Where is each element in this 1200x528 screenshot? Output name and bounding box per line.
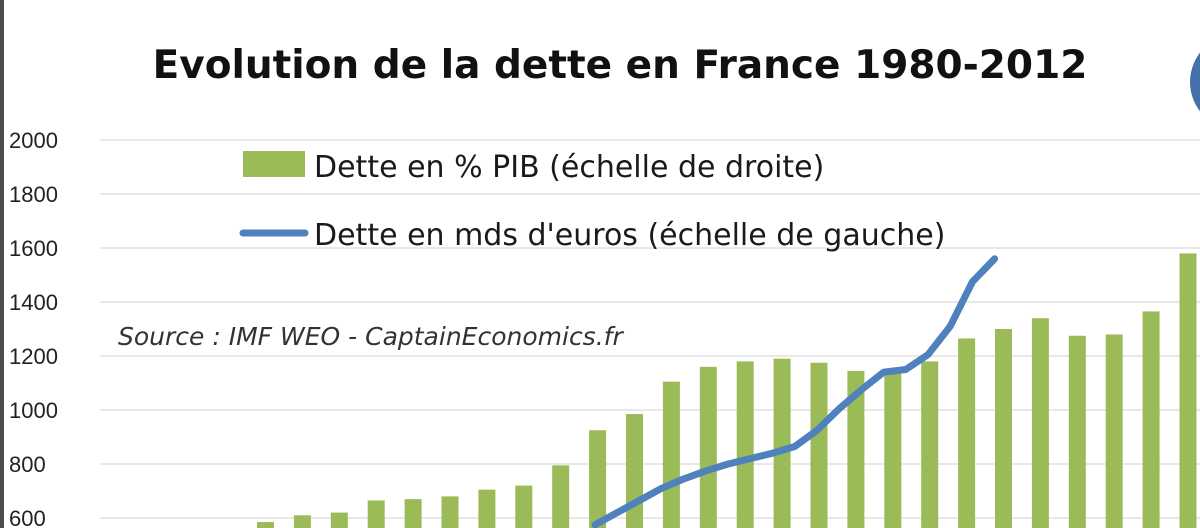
bar <box>367 500 385 528</box>
legend: Dette en % PIB (échelle de droite) Dette… <box>239 150 945 253</box>
legend-swatch-bar <box>243 151 305 177</box>
y-tick-label: 1000 <box>9 398 58 423</box>
bar <box>404 499 422 528</box>
bar <box>921 361 939 528</box>
bar <box>995 329 1012 528</box>
bar <box>699 366 717 528</box>
bar <box>1105 334 1123 528</box>
source-note: Source : IMF WEO - CaptainEconomics.fr <box>118 322 624 351</box>
bar <box>1179 253 1197 528</box>
legend-label-bar: Dette en % PIB (échelle de droite) <box>314 150 824 185</box>
logo-badge <box>1190 52 1200 112</box>
y-tick-label: 1200 <box>9 344 58 369</box>
bar <box>552 465 570 528</box>
bar <box>773 358 791 528</box>
bar <box>847 370 865 528</box>
bar <box>736 361 754 528</box>
bar-series <box>257 253 1197 528</box>
y-axis: 600 800 1000 1200 1400 1600 1800 2000 <box>9 128 58 528</box>
bar <box>257 522 274 528</box>
y-tick-label: 1600 <box>9 236 58 261</box>
bar <box>958 338 976 528</box>
y-tick-label: 2000 <box>9 128 58 153</box>
bar <box>1031 318 1049 528</box>
y-tick-label: 600 <box>9 506 46 528</box>
bar <box>884 373 902 528</box>
debt-line-series <box>591 255 999 528</box>
bar <box>1068 335 1086 528</box>
bar <box>330 512 348 528</box>
bar <box>1142 311 1160 528</box>
legend-label-line: Dette en mds d'euros (échelle de gauche) <box>314 218 945 253</box>
bar <box>626 414 643 528</box>
bar <box>441 496 459 528</box>
y-tick-label: 800 <box>9 452 46 477</box>
chart-title: Evolution de la dette en France 1980-201… <box>153 43 1088 88</box>
left-frame-border <box>0 0 4 528</box>
bar <box>515 485 533 528</box>
grid-layer <box>100 139 1200 519</box>
y-tick-label: 1400 <box>9 290 58 315</box>
bar <box>589 430 607 528</box>
bar <box>478 489 496 528</box>
y-tick-label: 1800 <box>9 182 58 207</box>
bar <box>293 515 311 528</box>
bar <box>810 362 828 528</box>
bar <box>662 381 680 528</box>
